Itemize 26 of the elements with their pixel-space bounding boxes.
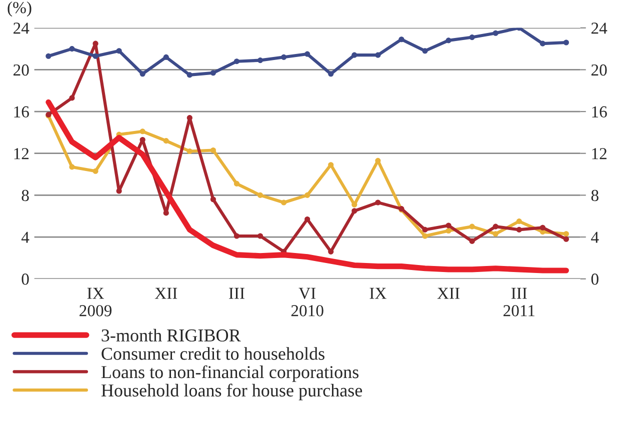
y-tick-label: 12 bbox=[14, 148, 29, 160]
y-tick-label: 20 bbox=[14, 64, 29, 76]
y2-tick-label: 12 bbox=[592, 148, 606, 160]
x-tick-label: III bbox=[228, 288, 244, 299]
y-tick-label: 16 bbox=[14, 106, 29, 118]
y-axis-title: (%) bbox=[8, 1, 32, 17]
y2-tick-label: 24 bbox=[591, 22, 608, 34]
y2-tick-label: 16 bbox=[592, 106, 607, 118]
x-tick-label: XII bbox=[437, 288, 460, 299]
x-tick-label: VI 2010 bbox=[291, 288, 324, 316]
x-tick-label: IX 2009 bbox=[80, 288, 112, 316]
y2-tick-label: 20 bbox=[591, 64, 607, 76]
y2-tick-label: 0 bbox=[591, 274, 598, 285]
legend-label: Loans to non-financial corporations bbox=[101, 365, 358, 382]
y2-tick-label: 4 bbox=[591, 232, 599, 243]
legend-label: 3-month RIGIBOR bbox=[102, 328, 241, 342]
legend-label: Consumer credit to households bbox=[102, 347, 324, 360]
y2-tick-label: 8 bbox=[591, 190, 598, 202]
y-tick-label: 8 bbox=[22, 190, 29, 202]
y-tick-label: 24 bbox=[14, 22, 30, 34]
x-tick-label: IX bbox=[370, 288, 386, 299]
legend-label: Household loans for house purchase bbox=[101, 384, 362, 400]
y-tick-label: 0 bbox=[22, 274, 29, 285]
y-tick-label: 4 bbox=[21, 232, 30, 243]
x-tick-label: III 2011 bbox=[504, 288, 534, 316]
x-tick-label: XII bbox=[154, 288, 178, 299]
